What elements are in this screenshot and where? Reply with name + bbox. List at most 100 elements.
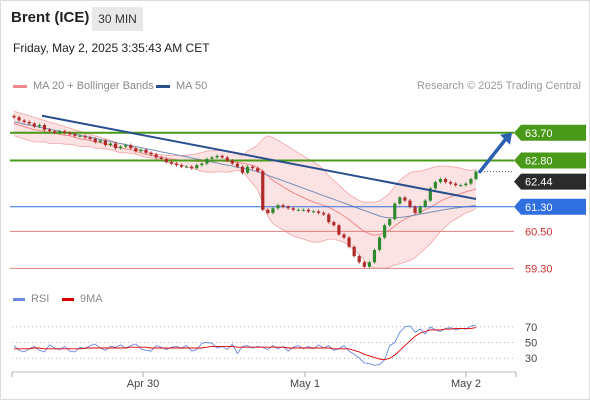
candle-body [322, 212, 326, 215]
candle-body [311, 211, 316, 213]
candle-body [408, 200, 412, 207]
candle-body [423, 200, 427, 207]
candle-body [200, 163, 204, 166]
candle-body [220, 155, 224, 158]
candle-body [291, 208, 295, 210]
candle-body [179, 165, 184, 167]
candle-body [174, 163, 179, 166]
x-tick-label: May 1 [290, 378, 320, 390]
candle-body [454, 183, 458, 186]
candle-body [474, 171, 478, 179]
timeframe-badge[interactable]: 30 MIN [92, 7, 143, 31]
trendline [41, 114, 477, 201]
level-label-62-80-box [514, 152, 586, 169]
candle-body [12, 115, 16, 118]
candle-body [372, 249, 377, 263]
legend-swatch-9ma [62, 297, 74, 301]
legend-swatch-bollinger [13, 84, 27, 88]
bollinger-lower-line [13, 135, 477, 269]
candle-body [256, 168, 260, 172]
legend-9ma: 9MA [62, 293, 103, 305]
candle-body [42, 125, 47, 130]
candle-body [388, 219, 392, 226]
ma20-line [13, 123, 477, 236]
candle-body [327, 214, 331, 223]
legend-label-ma50: MA 50 [176, 80, 208, 92]
candle-body [83, 135, 87, 138]
candle-body [22, 120, 26, 122]
legend-label-rsi: RSI [31, 293, 50, 305]
candle-body [129, 145, 133, 149]
candle-body [164, 158, 168, 163]
candle-body [68, 132, 72, 135]
bollinger-upper-line [13, 110, 477, 203]
rsi-line [13, 324, 477, 366]
candle-body [347, 237, 351, 247]
candle-body [195, 165, 199, 169]
candle-body [403, 197, 407, 201]
x-tick-label: Apr 30 [127, 378, 159, 390]
candle-body [362, 262, 366, 267]
candle-body [383, 225, 387, 238]
candle-body [144, 149, 148, 153]
candle-body [428, 188, 432, 201]
rsi-ma-line [14, 327, 477, 361]
candle-body [88, 137, 92, 139]
candle-body [377, 237, 382, 250]
candle-body [261, 171, 265, 210]
rsi-tick-30: 30 [525, 353, 537, 365]
rsi-tick-50: 50 [525, 338, 537, 350]
candle-body [413, 206, 417, 213]
legend-label-9ma: 9MA [80, 293, 103, 305]
legend-ma50: MA 50 [156, 80, 207, 92]
candle-body [281, 205, 285, 207]
research-credit: Research © 2025 Trading Central [416, 80, 581, 92]
level-label-62-80: 62.80 [525, 156, 553, 168]
bollinger-band-area [14, 111, 476, 269]
level-label-62-44: 62.44 [525, 177, 553, 189]
legend-bollinger: MA 20 + Bollinger Bands [13, 80, 154, 92]
candle-body [210, 157, 214, 159]
level-label-63-70: 63.70 [525, 128, 553, 140]
candle-body [301, 209, 305, 211]
instrument-title: Brent (ICE) [11, 9, 90, 26]
candle-body [459, 185, 463, 187]
legend-swatch-rsi [13, 297, 25, 301]
candle-body [276, 205, 280, 209]
candle-body [215, 155, 219, 158]
candle-body [169, 162, 173, 164]
candle-body [449, 182, 453, 184]
x-tick-label: May 2 [451, 378, 481, 390]
candle-body [103, 140, 107, 146]
candle-body [352, 246, 356, 257]
level-label-61-30: 61.30 [525, 202, 553, 214]
candle-body [58, 131, 62, 133]
candle-body [367, 262, 371, 267]
legend-rsi: RSI [13, 293, 49, 305]
header: Brent (ICE) 30 MIN [0, 0, 590, 36]
level-label-63-70-box [514, 124, 586, 141]
candle-body [357, 256, 361, 263]
candle-body [190, 166, 194, 169]
candle-body [296, 209, 300, 211]
candle-body [185, 166, 189, 168]
level-label-59-30: 59.30 [525, 263, 553, 275]
candle-body [398, 197, 402, 204]
candle-body [433, 182, 437, 189]
candle-body [159, 157, 163, 159]
forecast-arrow-head [500, 132, 512, 145]
candle-body [27, 121, 31, 124]
candle-body [17, 117, 21, 121]
candle-body [230, 160, 234, 164]
candle-body [332, 222, 336, 226]
candle-body [98, 140, 102, 142]
candle-body [306, 209, 311, 212]
candle-body [464, 183, 468, 186]
candle-body [251, 166, 255, 169]
candle-body [418, 206, 422, 213]
candle-body [139, 149, 143, 152]
candle-body [78, 135, 82, 137]
candle-body [37, 125, 41, 127]
candle-body [32, 123, 36, 127]
